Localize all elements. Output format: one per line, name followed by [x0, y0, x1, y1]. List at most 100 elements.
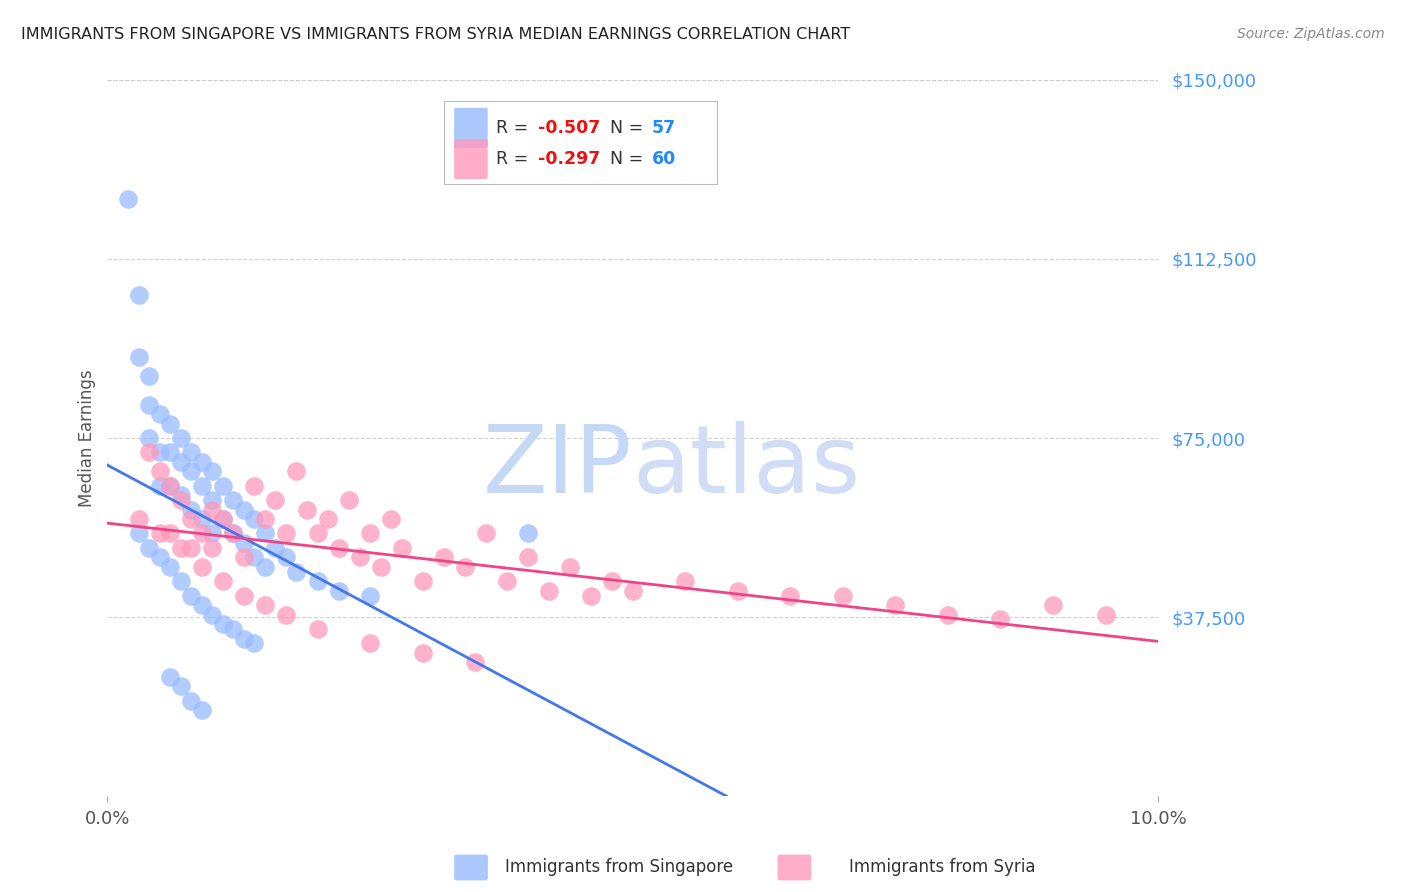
- Point: [180, 445, 202, 459]
- Point: [307, 622, 329, 636]
- Point: [212, 479, 235, 493]
- Point: [170, 679, 193, 693]
- Point: [201, 526, 224, 541]
- Point: [170, 574, 193, 589]
- Point: [537, 583, 560, 598]
- Point: [222, 622, 245, 636]
- Point: [264, 541, 287, 555]
- FancyBboxPatch shape: [454, 139, 488, 179]
- Point: [359, 526, 381, 541]
- Point: [370, 560, 392, 574]
- Point: [1042, 598, 1064, 612]
- Point: [138, 445, 160, 459]
- Text: Source: ZipAtlas.com: Source: ZipAtlas.com: [1237, 27, 1385, 41]
- Point: [558, 560, 581, 574]
- Point: [159, 526, 181, 541]
- Point: [233, 589, 256, 603]
- Point: [191, 703, 214, 717]
- Point: [180, 512, 202, 526]
- Point: [295, 502, 318, 516]
- Point: [180, 465, 202, 479]
- Point: [212, 574, 235, 589]
- Point: [495, 574, 517, 589]
- Point: [180, 502, 202, 516]
- Point: [170, 541, 193, 555]
- Point: [159, 670, 181, 684]
- Point: [201, 541, 224, 555]
- Text: atlas: atlas: [633, 421, 860, 513]
- Point: [212, 512, 235, 526]
- Point: [180, 693, 202, 707]
- Point: [285, 465, 308, 479]
- Point: [170, 431, 193, 445]
- Point: [779, 589, 801, 603]
- Point: [212, 512, 235, 526]
- Point: [516, 550, 538, 565]
- Text: ZIP: ZIP: [484, 421, 633, 513]
- Point: [159, 479, 181, 493]
- Point: [1094, 607, 1116, 622]
- Point: [453, 560, 475, 574]
- Point: [253, 598, 276, 612]
- Point: [474, 526, 496, 541]
- Point: [274, 526, 297, 541]
- Point: [243, 636, 266, 650]
- Point: [233, 536, 256, 550]
- Point: [149, 407, 172, 421]
- Point: [191, 512, 214, 526]
- Point: [243, 479, 266, 493]
- Point: [600, 574, 623, 589]
- Point: [159, 560, 181, 574]
- Point: [149, 445, 172, 459]
- Point: [222, 526, 245, 541]
- Point: [432, 550, 454, 565]
- Point: [464, 656, 486, 670]
- Point: [831, 589, 853, 603]
- Point: [149, 550, 172, 565]
- Point: [328, 541, 350, 555]
- Point: [253, 526, 276, 541]
- Point: [264, 493, 287, 508]
- Text: -0.297: -0.297: [538, 150, 600, 168]
- Point: [337, 493, 360, 508]
- Point: [170, 493, 193, 508]
- Point: [170, 488, 193, 502]
- Point: [274, 550, 297, 565]
- Point: [138, 398, 160, 412]
- Point: [159, 445, 181, 459]
- Point: [138, 368, 160, 383]
- Point: [412, 574, 434, 589]
- Text: 60: 60: [651, 150, 676, 168]
- Point: [191, 526, 214, 541]
- Point: [727, 583, 749, 598]
- Point: [380, 512, 402, 526]
- Point: [253, 560, 276, 574]
- Point: [212, 617, 235, 632]
- Point: [117, 192, 139, 206]
- Point: [253, 512, 276, 526]
- Point: [201, 493, 224, 508]
- Point: [359, 636, 381, 650]
- Point: [990, 612, 1012, 626]
- Text: N =: N =: [610, 119, 648, 136]
- Point: [159, 417, 181, 431]
- Point: [128, 512, 150, 526]
- Point: [149, 479, 172, 493]
- Point: [180, 541, 202, 555]
- Y-axis label: Median Earnings: Median Earnings: [79, 369, 96, 507]
- Point: [233, 632, 256, 646]
- Point: [316, 512, 339, 526]
- Text: 57: 57: [651, 119, 676, 136]
- Point: [412, 646, 434, 660]
- Point: [621, 583, 644, 598]
- Point: [243, 550, 266, 565]
- Point: [201, 465, 224, 479]
- Point: [128, 526, 150, 541]
- Point: [516, 526, 538, 541]
- Point: [191, 479, 214, 493]
- Point: [138, 431, 160, 445]
- Text: R =: R =: [496, 150, 534, 168]
- Text: Immigrants from Syria: Immigrants from Syria: [849, 858, 1035, 876]
- Point: [138, 541, 160, 555]
- Point: [285, 565, 308, 579]
